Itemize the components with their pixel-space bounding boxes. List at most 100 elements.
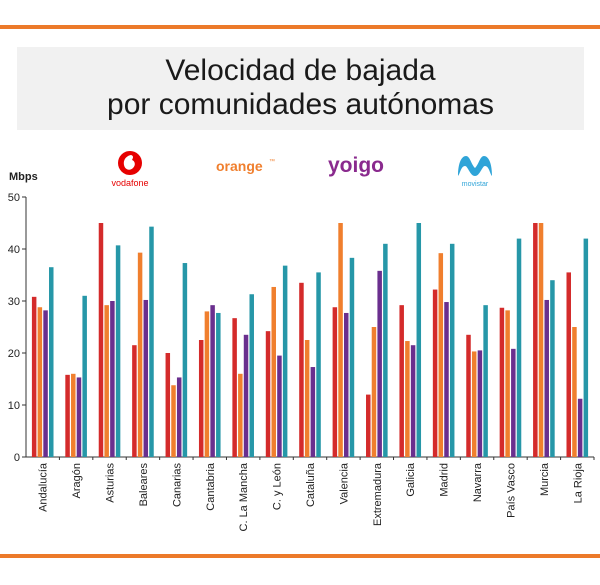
y-tick-label: 30 (8, 296, 20, 308)
bar-orange (204, 311, 210, 457)
bar-vodafone (566, 272, 571, 457)
yoigo-wordmark: yoigo (328, 154, 384, 177)
bar-yoigo (243, 334, 249, 457)
bar-vodafone (499, 307, 505, 457)
bar-vodafone (432, 289, 438, 457)
x-tick-label: La Rioja (572, 462, 584, 503)
bar-movistar (416, 223, 422, 457)
x-tick-label: C. La Mancha (238, 462, 250, 531)
vodafone-logo: vodafone (105, 148, 155, 188)
bar-movistar (249, 294, 254, 457)
y-tick-label: 10 (8, 400, 20, 412)
bar-orange (371, 327, 377, 457)
x-tick-label: Madrid (439, 463, 451, 497)
bar-yoigo (310, 367, 316, 457)
bar-movistar (82, 295, 87, 457)
x-tick-label: C. y León (272, 463, 284, 510)
yoigo-logo: yoigo (326, 152, 390, 180)
bar-movistar (216, 312, 221, 457)
bar-movistar (449, 243, 455, 457)
bar-yoigo (444, 302, 449, 457)
bar-vodafone (98, 223, 104, 457)
bar-vodafone (65, 374, 70, 457)
bar-movistar (49, 267, 54, 457)
chart-title-line-2: por comunidades autónomas (107, 88, 494, 121)
x-tick-label: Murcia (539, 462, 551, 496)
x-tick-label: Valencia (338, 462, 350, 504)
bar-yoigo (176, 377, 182, 457)
bar-orange (71, 373, 76, 457)
y-tick-label: 20 (8, 348, 20, 360)
bar-orange (104, 305, 109, 457)
bar-movistar (282, 265, 288, 457)
bar-orange (572, 327, 577, 457)
bar-vodafone (366, 394, 371, 457)
bar-orange (505, 310, 510, 457)
bar-vodafone (165, 353, 171, 457)
bar-yoigo (110, 301, 115, 457)
bar-movistar (583, 238, 589, 457)
bar-orange (271, 286, 276, 457)
bar-vodafone (265, 331, 271, 457)
bar-movistar (349, 257, 355, 457)
bar-vodafone (31, 296, 37, 457)
x-tick-label: Andalucía (38, 462, 50, 512)
title-banner: Velocidad de bajada por comunidades autó… (17, 47, 584, 130)
bar-yoigo (344, 312, 349, 457)
bar-yoigo (410, 345, 416, 457)
orange-logo: orange ™ (214, 155, 278, 177)
yoigo-wordmark-icon: yoigo (328, 154, 384, 177)
bar-yoigo (577, 398, 583, 457)
chart-bars (31, 223, 589, 457)
bar-yoigo (477, 350, 483, 457)
movistar-wordmark: movistar (462, 181, 489, 188)
orange-wordmark-icon: orange ™ (216, 158, 275, 174)
bar-movistar (483, 305, 488, 457)
bottom-rule (0, 554, 600, 558)
bar-orange (338, 223, 343, 457)
x-tick-label: Galicia (405, 462, 417, 497)
movistar-m-icon: movistar (458, 156, 492, 188)
bar-orange (438, 253, 444, 457)
y-tick-label: 50 (8, 192, 20, 204)
bar-orange (405, 341, 410, 457)
bar-orange (538, 223, 544, 457)
x-tick-label: País Vasco (505, 463, 517, 518)
bar-yoigo (76, 377, 82, 457)
vodafone-icon: vodafone (111, 151, 149, 188)
x-tick-label: Cantabria (205, 462, 217, 511)
bar-movistar (550, 280, 555, 457)
x-tick-label: Baleares (138, 463, 150, 507)
x-tick-label: Cataluña (305, 462, 317, 507)
bar-movistar (115, 245, 121, 457)
bar-yoigo (544, 299, 549, 457)
bar-movistar (182, 263, 188, 457)
bar-vodafone (466, 334, 471, 457)
bar-yoigo (377, 270, 382, 457)
bar-yoigo (511, 348, 516, 457)
vodafone-wordmark: vodafone (111, 178, 148, 188)
bar-vodafone (132, 345, 137, 457)
chart-axes (22, 196, 595, 460)
bar-vodafone (198, 340, 204, 457)
bar-movistar (516, 238, 522, 457)
bar-orange (471, 351, 477, 457)
bar-orange (304, 340, 310, 457)
bar-vodafone (399, 305, 404, 457)
bar-yoigo (43, 310, 48, 457)
x-tick-label: Aragón (71, 463, 83, 498)
bar-movistar (316, 272, 321, 457)
bar-vodafone (533, 223, 538, 457)
x-tick-label: Navarra (472, 462, 484, 502)
bar-orange (171, 385, 176, 457)
chart-labels: 0 10 20 30 40 50 Andalucía Aragón Asturias Balear… (8, 192, 585, 531)
orange-trademark: ™ (269, 158, 275, 165)
y-tick-label: 40 (8, 244, 20, 256)
orange-wordmark: orange (216, 158, 263, 174)
bar-vodafone (332, 307, 338, 457)
bar-yoigo (210, 305, 215, 457)
bar-orange (238, 373, 243, 457)
bar-orange (37, 307, 43, 457)
movistar-logo: movistar (450, 150, 500, 188)
